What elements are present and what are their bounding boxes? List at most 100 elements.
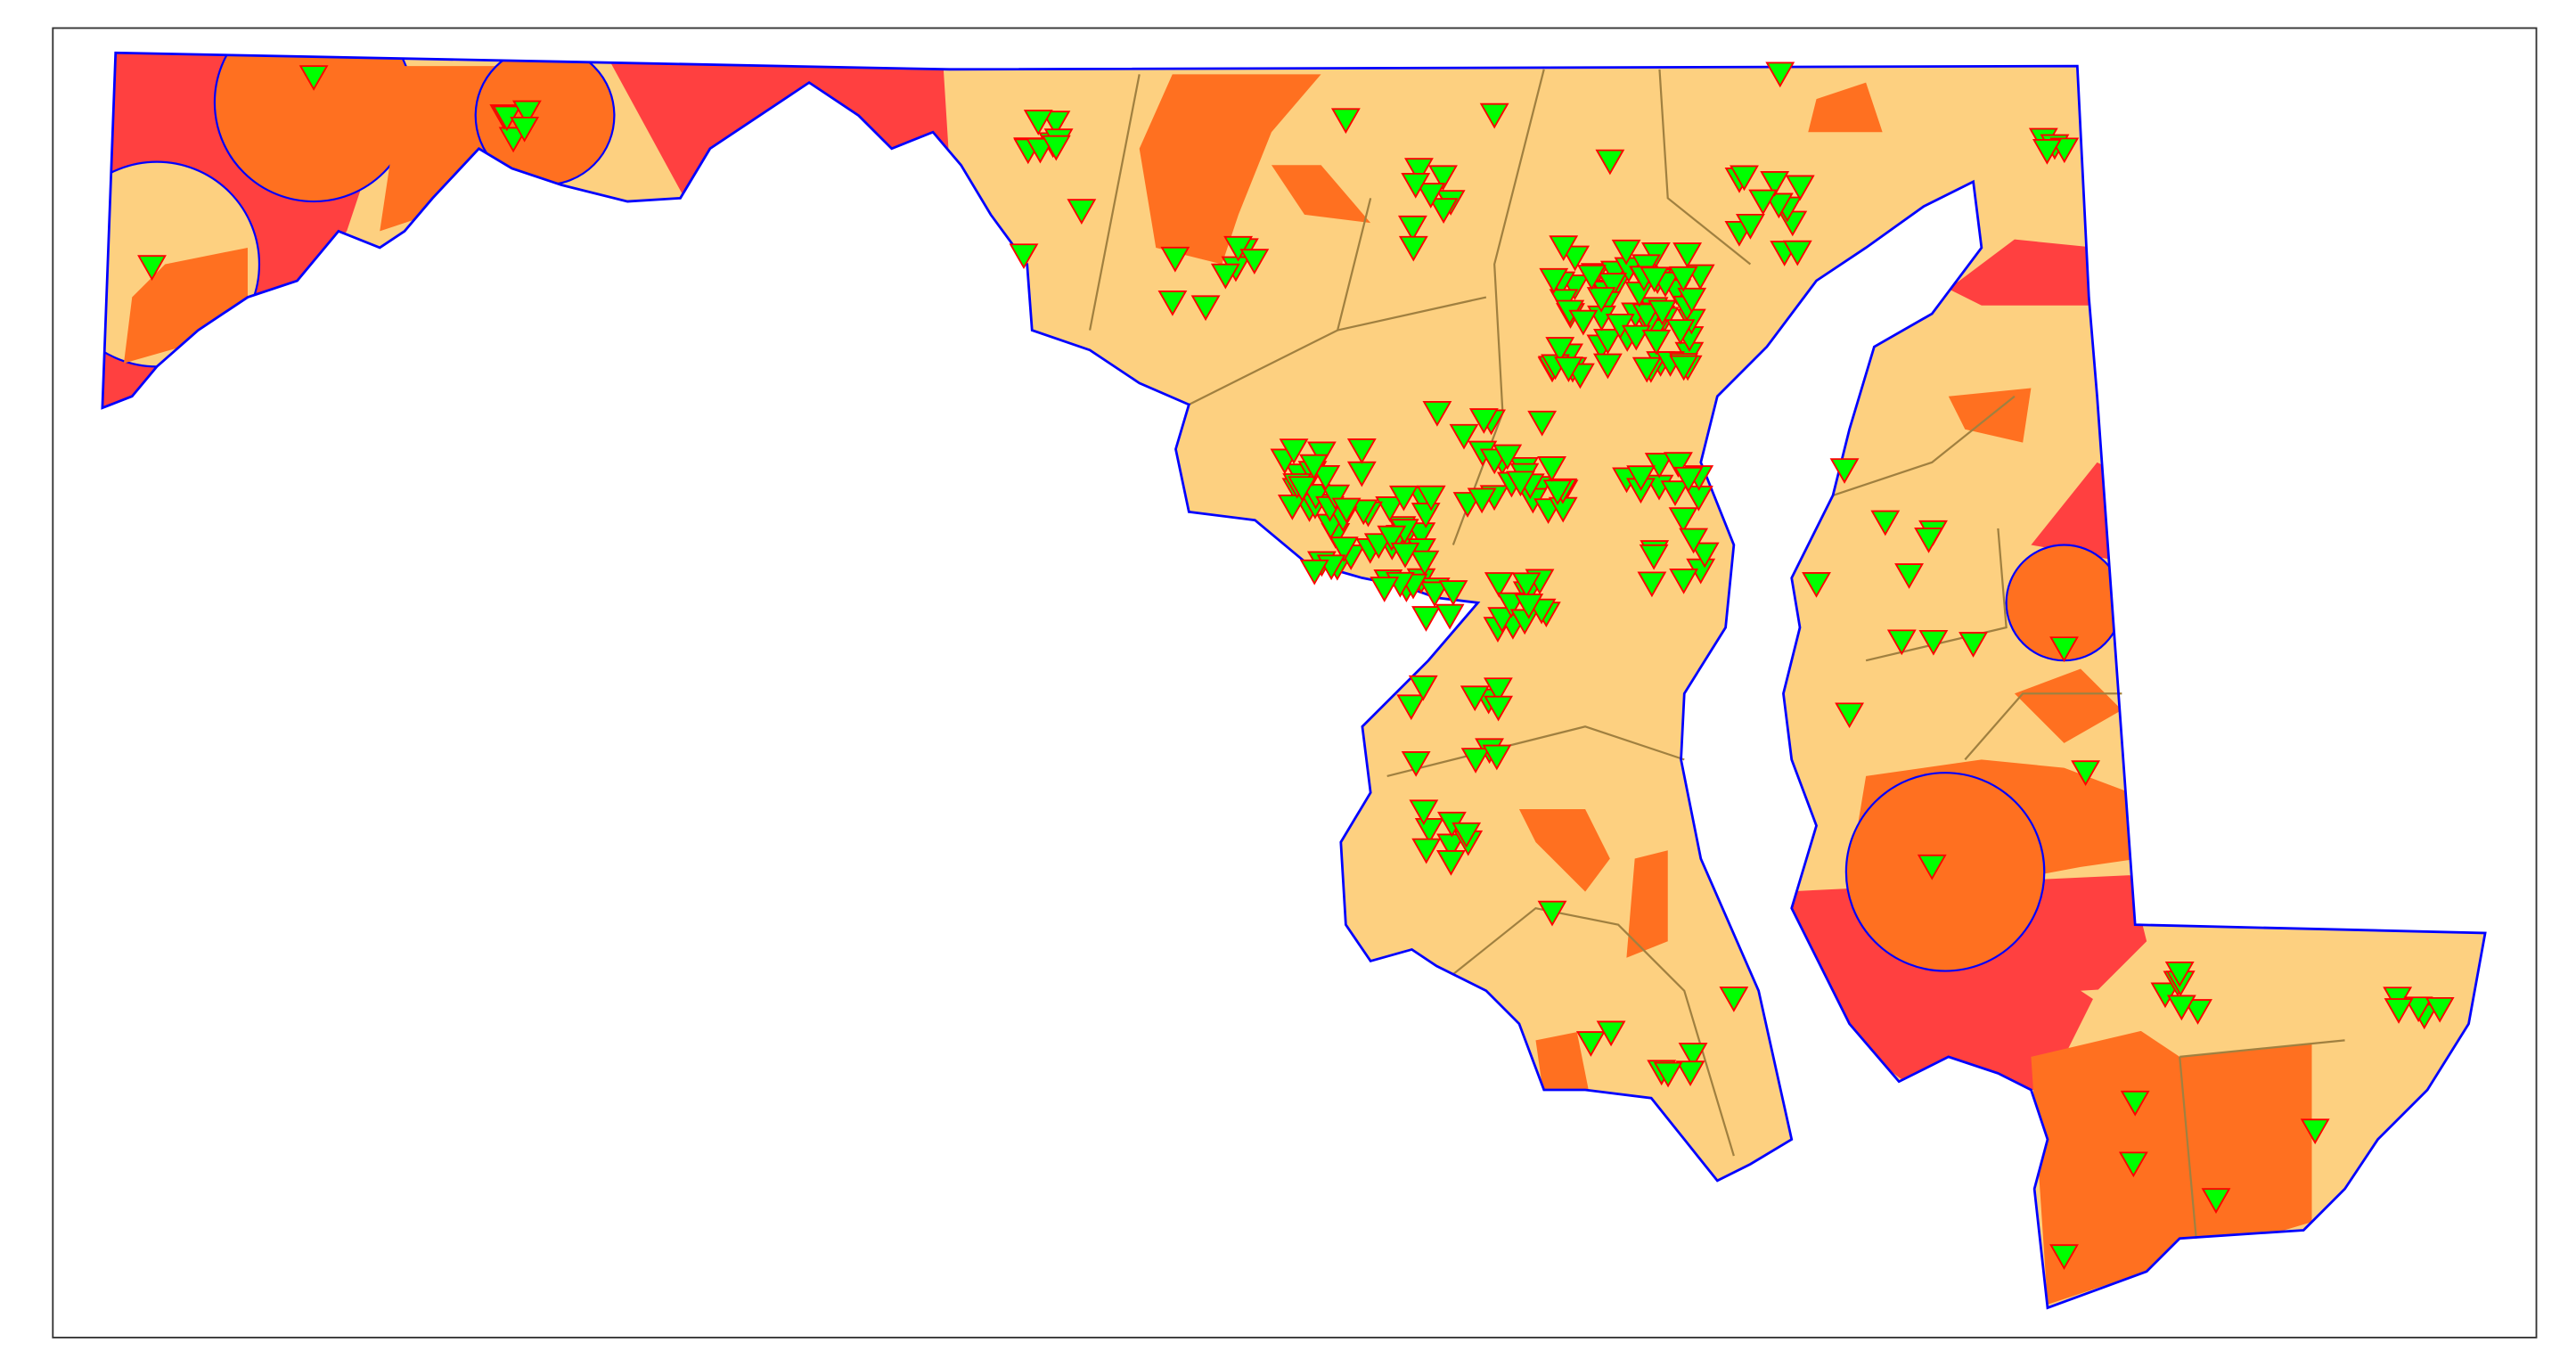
site-marker[interactable] bbox=[1678, 1043, 1708, 1068]
site-marker[interactable] bbox=[2425, 996, 2455, 1023]
site-marker[interactable] bbox=[1388, 485, 1419, 512]
site-marker[interactable] bbox=[1331, 497, 1362, 524]
site-marker[interactable] bbox=[1785, 175, 1815, 201]
site-marker[interactable] bbox=[1419, 581, 1450, 608]
site-marker[interactable] bbox=[1483, 677, 1513, 704]
site-marker[interactable] bbox=[1595, 149, 1625, 176]
site-marker[interactable] bbox=[1411, 838, 1442, 864]
site-marker[interactable] bbox=[1416, 485, 1446, 512]
site-marker[interactable] bbox=[1644, 453, 1674, 479]
site-marker[interactable] bbox=[1299, 559, 1329, 585]
site-marker[interactable] bbox=[1311, 465, 1341, 491]
site-marker[interactable] bbox=[1719, 987, 1749, 1012]
site-marker[interactable] bbox=[1479, 102, 1509, 129]
site-marker[interactable] bbox=[1631, 303, 1662, 330]
site-marker[interactable] bbox=[1438, 580, 1468, 606]
site-marker[interactable] bbox=[1041, 111, 1071, 136]
site-marker[interactable] bbox=[1673, 466, 1704, 493]
site-marker[interactable] bbox=[1449, 423, 1479, 450]
site-marker[interactable] bbox=[1409, 799, 1439, 826]
site-marker[interactable] bbox=[1917, 854, 1947, 880]
site-marker[interactable] bbox=[298, 65, 329, 91]
site-marker[interactable] bbox=[1596, 1020, 1626, 1047]
site-marker[interactable] bbox=[1577, 265, 1607, 291]
site-marker[interactable] bbox=[2049, 636, 2079, 663]
site-marker[interactable] bbox=[1631, 356, 1662, 383]
site-marker[interactable] bbox=[1375, 496, 1405, 522]
site-marker[interactable] bbox=[1398, 235, 1428, 262]
site-marker[interactable] bbox=[1730, 165, 1759, 192]
site-marker[interactable] bbox=[1239, 249, 1270, 275]
site-marker[interactable] bbox=[1664, 452, 1693, 479]
site-marker[interactable] bbox=[1009, 243, 1039, 270]
site-marker[interactable] bbox=[2120, 1090, 2150, 1117]
site-marker[interactable] bbox=[1527, 410, 1558, 437]
site-marker[interactable] bbox=[1598, 273, 1628, 299]
site-marker[interactable] bbox=[1277, 495, 1307, 520]
site-marker[interactable] bbox=[1640, 266, 1670, 293]
site-marker[interactable] bbox=[1575, 1031, 1606, 1057]
site-marker[interactable] bbox=[1586, 287, 1616, 313]
site-marker[interactable] bbox=[1436, 849, 1466, 876]
site-marker[interactable] bbox=[1416, 183, 1446, 209]
site-marker[interactable] bbox=[1306, 441, 1337, 468]
site-marker[interactable] bbox=[1689, 542, 1720, 569]
site-marker[interactable] bbox=[1377, 525, 1407, 552]
site-marker[interactable] bbox=[1404, 158, 1434, 184]
site-marker[interactable] bbox=[1639, 544, 1669, 570]
site-marker[interactable] bbox=[1672, 242, 1703, 268]
site-marker[interactable] bbox=[1677, 287, 1707, 314]
site-marker[interactable] bbox=[1390, 542, 1420, 569]
site-marker[interactable] bbox=[1735, 213, 1765, 240]
site-marker[interactable] bbox=[1626, 465, 1656, 491]
site-marker[interactable] bbox=[1653, 1061, 1683, 1088]
site-marker[interactable] bbox=[1506, 471, 1535, 497]
site-marker[interactable] bbox=[1492, 444, 1523, 471]
site-marker[interactable] bbox=[137, 255, 167, 282]
site-marker[interactable] bbox=[1637, 571, 1667, 598]
site-marker[interactable] bbox=[1914, 528, 1943, 553]
site-marker[interactable] bbox=[1542, 479, 1573, 506]
site-marker[interactable] bbox=[2403, 996, 2433, 1023]
site-marker[interactable] bbox=[1067, 199, 1097, 225]
site-marker[interactable] bbox=[1802, 572, 1831, 598]
site-marker[interactable] bbox=[1679, 528, 1709, 554]
site-marker[interactable] bbox=[1428, 165, 1458, 192]
site-marker[interactable] bbox=[2201, 1188, 2231, 1214]
site-marker[interactable] bbox=[2118, 1151, 2148, 1178]
site-marker[interactable] bbox=[1329, 536, 1359, 562]
site-marker[interactable] bbox=[1397, 215, 1427, 242]
site-marker[interactable] bbox=[1460, 685, 1490, 712]
site-marker[interactable] bbox=[2049, 1244, 2079, 1270]
site-marker[interactable] bbox=[1157, 290, 1188, 316]
site-marker[interactable] bbox=[1782, 240, 1812, 266]
site-marker[interactable] bbox=[1668, 507, 1698, 534]
site-marker[interactable] bbox=[1023, 110, 1053, 135]
site-marker[interactable] bbox=[2166, 995, 2196, 1021]
site-marker[interactable] bbox=[1593, 328, 1623, 355]
site-marker[interactable] bbox=[1611, 239, 1641, 266]
site-marker[interactable] bbox=[1414, 818, 1444, 844]
site-marker[interactable] bbox=[1648, 299, 1678, 326]
site-marker[interactable] bbox=[1511, 572, 1542, 599]
site-marker[interactable] bbox=[1669, 355, 1699, 381]
site-marker[interactable] bbox=[1514, 594, 1544, 619]
site-marker[interactable] bbox=[1665, 319, 1696, 345]
site-marker[interactable] bbox=[511, 100, 542, 127]
site-marker[interactable] bbox=[1299, 454, 1329, 480]
site-marker[interactable] bbox=[1411, 503, 1441, 528]
site-marker[interactable] bbox=[1348, 499, 1378, 526]
site-marker[interactable] bbox=[1160, 246, 1190, 273]
site-marker[interactable] bbox=[1886, 629, 1917, 656]
site-marker[interactable] bbox=[1346, 438, 1377, 464]
site-marker[interactable] bbox=[1452, 822, 1482, 848]
site-marker[interactable] bbox=[1592, 353, 1623, 380]
site-marker[interactable] bbox=[2164, 961, 2195, 987]
site-marker[interactable] bbox=[1288, 476, 1317, 503]
site-marker[interactable] bbox=[2183, 999, 2212, 1025]
site-marker[interactable] bbox=[1401, 750, 1431, 777]
site-marker[interactable] bbox=[1621, 324, 1651, 351]
site-marker[interactable] bbox=[1041, 135, 1071, 161]
site-marker[interactable] bbox=[1959, 632, 1988, 658]
site-marker[interactable] bbox=[1401, 172, 1431, 199]
